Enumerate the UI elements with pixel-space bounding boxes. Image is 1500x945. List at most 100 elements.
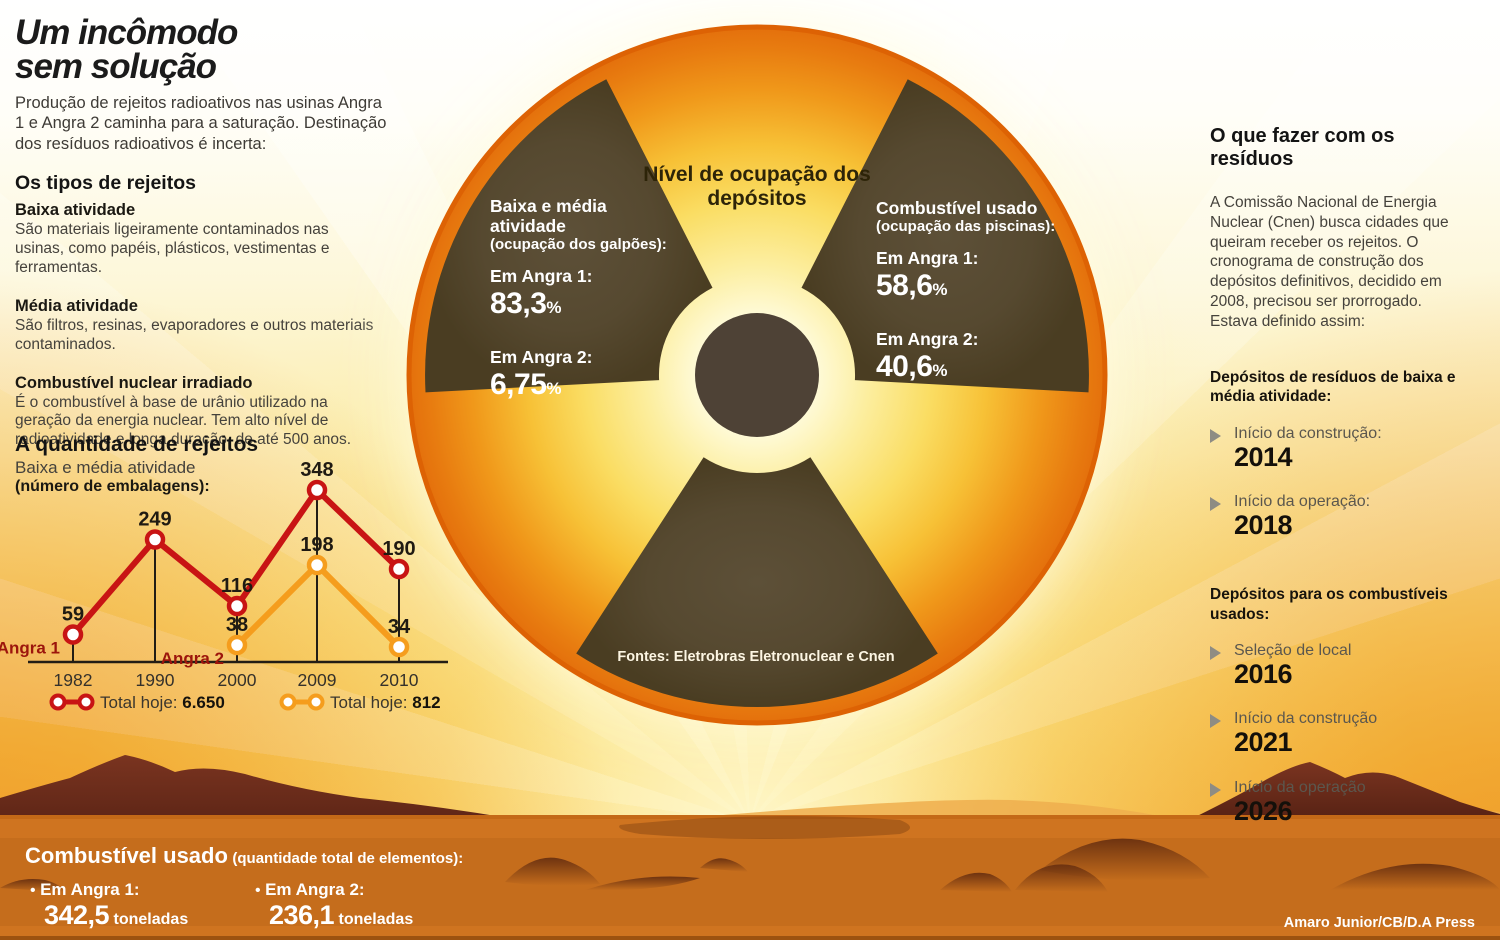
svg-text:Total hoje: 812: Total hoje: 812: [330, 693, 441, 712]
spent-fuel-angra1-label: Em Angra 1:: [40, 880, 140, 899]
radiation-wedge-bottom: [576, 457, 938, 708]
spent-fuel-angra1-unit: toneladas: [113, 911, 189, 928]
page-title: Um incômodo sem solução: [15, 13, 415, 86]
bullet-icon: •: [30, 882, 36, 899]
occupancy-left-angra2-value: 6,75: [490, 368, 547, 402]
timeline-item-year: 2021: [1234, 727, 1293, 758]
svg-text:2009: 2009: [298, 670, 337, 690]
waste-type-low: Baixa atividade São materiais ligeiramen…: [15, 201, 375, 278]
occupancy-right-angra2-value: 40,6: [876, 350, 933, 384]
timeline-item-year: 2016: [1234, 658, 1293, 689]
occupancy-right-angra1-value: 58,6: [876, 269, 933, 303]
waste-type-low-title: Baixa atividade: [15, 201, 136, 219]
svg-text:2010: 2010: [380, 670, 419, 690]
what-to-do-paragraph: A Comissão Nacional de Energia Nuclear (…: [1210, 194, 1449, 330]
waste-types-section: Os tipos de rejeitos Baixa atividade São…: [15, 172, 375, 469]
occupancy-right-angra2-pct: %: [932, 361, 948, 381]
occupancy-right-angra1-pct: %: [932, 280, 948, 300]
svg-text:Angra 2: Angra 2: [161, 649, 224, 668]
occupancy-right-angra2: Em Angra 2: 40,6%: [876, 329, 1056, 384]
radiation-symbol: [406, 24, 1108, 726]
svg-text:348: 348: [300, 459, 333, 481]
waste-type-fuel-title: Combustível nuclear irradiado: [15, 373, 253, 392]
occupancy-right-angra2-label: Em Angra 2:: [876, 329, 979, 350]
what-to-do-section: O que fazer com os resíduos A Comissão N…: [1210, 125, 1472, 847]
radiation-wedge-left: [425, 79, 713, 393]
spent-fuel-angra2-unit: toneladas: [338, 911, 414, 928]
intro-text: Produção de rejeitos radioativos nas usi…: [15, 94, 387, 153]
page-title-line2: sem solução: [15, 46, 217, 86]
chart-subtitle: Baixa e média atividade: [15, 458, 196, 477]
waste-type-fuel-text: É o combustível à base de urânio utiliza…: [15, 393, 352, 449]
occupancy-left-angra1: Em Angra 1: 83,3%: [490, 266, 676, 321]
svg-text:249: 249: [138, 509, 171, 531]
timeline-item: Início da construção: 2014: [1210, 425, 1472, 471]
svg-text:2000: 2000: [218, 670, 257, 690]
waste-quantity-line-chart: 59 249 116 348 190 38 198 34 Angra 1 Angra 2 1982 1…: [0, 459, 448, 712]
occupancy-left-note: (ocupação dos galpões):: [490, 236, 667, 254]
occupancy-title: Nível de ocupação dos depósitos: [643, 163, 871, 211]
occupancy-left-angra1-pct: %: [546, 298, 562, 318]
spent-fuel-angra2-label: Em Angra 2:: [265, 880, 365, 899]
spent-fuel-heading-block: Combustível usado (quantidade total de e…: [25, 843, 463, 869]
timeline-item-label: Início da construção: [1234, 710, 1378, 728]
waste-types-heading: Os tipos de rejeitos: [15, 172, 196, 194]
timeline-item-year: 2018: [1234, 509, 1293, 540]
timeline-item-label: Início da operação:: [1234, 492, 1371, 510]
timeline-item: Início da construção 2021: [1210, 710, 1472, 758]
radiation-hub: [695, 313, 819, 437]
desert-landscape: [0, 755, 1500, 945]
timeline-item-label: Início da operação: [1234, 778, 1366, 796]
triangle-bullet-icon: [1210, 782, 1221, 797]
timeline-item-year: 2026: [1234, 795, 1293, 826]
spent-fuel-heading-note: (quantidade total de elementos):: [232, 850, 464, 867]
occupancy-left-heading: Baixa e média atividade: [490, 196, 607, 237]
chart-title: A quantidade de rejeitos: [15, 433, 259, 456]
occupancy-left-block: Baixa e média atividade (ocupação dos ga…: [490, 196, 676, 402]
svg-text:116: 116: [221, 575, 253, 597]
svg-text:Total hoje: 6.650: Total hoje: 6.650: [100, 693, 225, 712]
waste-type-medium: Média atividade São filtros, resinas, ev…: [15, 297, 375, 355]
triangle-bullet-icon: [1210, 428, 1221, 443]
spent-fuel-angra1: • Em Angra 1: 342,5 toneladas: [30, 880, 188, 931]
waste-type-fuel: Combustível nuclear irradiado É o combus…: [15, 374, 375, 451]
triangle-bullet-icon: [1210, 645, 1221, 660]
svg-text:34: 34: [388, 616, 411, 638]
timeline-item-label: Seleção de local: [1234, 641, 1352, 659]
triangle-bullet-icon: [1210, 496, 1221, 511]
spent-fuel-angra1-value: 342,5: [44, 900, 110, 930]
waste-type-low-text: São materiais ligeiramente contaminados …: [15, 221, 330, 276]
sources-note: Fontes: Eletrobras Eletronuclear e Cnen: [617, 649, 895, 665]
svg-text:59: 59: [62, 604, 84, 626]
occupancy-left-angra2-label: Em Angra 2:: [490, 347, 593, 368]
triangle-bullet-icon: [1210, 714, 1221, 729]
radiation-wedge-right: [801, 79, 1089, 393]
bullet-icon: •: [255, 882, 261, 899]
occupancy-left-angra1-label: Em Angra 1:: [490, 266, 593, 287]
occupancy-left-angra2: Em Angra 2: 6,75%: [490, 347, 676, 402]
svg-text:1982: 1982: [54, 670, 93, 690]
occupancy-right-heading: Combustível usado: [876, 198, 1038, 218]
footer-band: [0, 838, 1500, 926]
occupancy-right-note: (ocupação das piscinas):: [876, 218, 1056, 236]
svg-text:190: 190: [382, 538, 415, 560]
timeline-item: Início da operação: 2018: [1210, 493, 1472, 539]
spent-fuel-angra2: • Em Angra 2: 236,1 toneladas: [255, 880, 413, 931]
what-to-do-heading: O que fazer com os resíduos: [1210, 125, 1395, 170]
occupancy-right-angra1-label: Em Angra 1:: [876, 248, 979, 269]
svg-text:38: 38: [226, 614, 248, 636]
occupancy-right-block: Combustível usado (ocupação das piscinas…: [876, 198, 1056, 384]
occupancy-right-angra1: Em Angra 1: 58,6%: [876, 248, 1056, 303]
timeline-section2-title: Depósitos para os combustíveis usados:: [1210, 586, 1448, 623]
timeline-item: Início da operação 2026: [1210, 779, 1472, 825]
page-title-line1: Um incômodo: [15, 13, 238, 52]
timeline-item-year: 2014: [1234, 441, 1293, 472]
timeline-section1-title: Depósitos de resíduos de baixa e média a…: [1210, 368, 1456, 406]
occupancy-left-angra2-pct: %: [546, 379, 562, 399]
timeline-item: Seleção de local 2016: [1210, 642, 1472, 688]
spent-fuel-heading: Combustível usado: [25, 843, 228, 868]
spent-fuel-angra2-value: 236,1: [269, 900, 335, 930]
timeline-item-label: Início da construção:: [1234, 424, 1382, 442]
ground-plane: [0, 815, 1500, 945]
chart-unit-note: (número de embalagens):: [15, 478, 210, 495]
